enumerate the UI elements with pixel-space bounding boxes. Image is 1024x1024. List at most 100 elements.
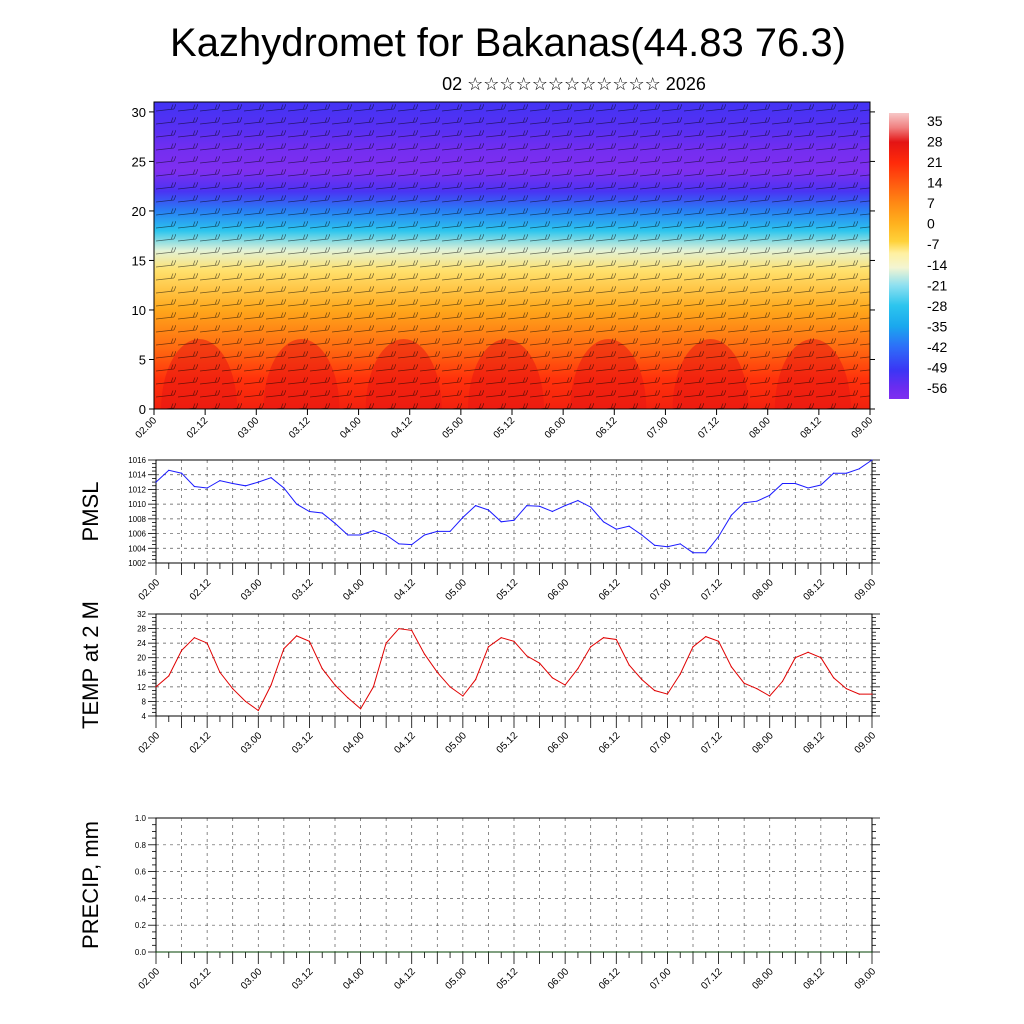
- y-tick-label: 10: [132, 303, 146, 318]
- data-point: [487, 509, 490, 511]
- y-tick-label: 24: [137, 639, 146, 648]
- y-tick-label: 0.2: [135, 921, 147, 930]
- x-tick-label: 03.00: [239, 577, 265, 603]
- data-point: [590, 506, 592, 508]
- data-point: [628, 525, 630, 527]
- y-tick-label: 32: [137, 610, 146, 619]
- y-tick-label: 4: [142, 712, 147, 721]
- y-tick-label: 16: [137, 668, 146, 677]
- x-tick-label: 06.00: [546, 730, 572, 756]
- data-point: [283, 648, 285, 650]
- data-point: [423, 534, 426, 536]
- x-tick-label: 02.12: [188, 966, 214, 992]
- data-point: [781, 680, 784, 682]
- y-tick-label: 15: [132, 253, 146, 268]
- data-point: [717, 640, 720, 642]
- data-point: [411, 629, 413, 631]
- data-point: [641, 534, 643, 536]
- x-tick-label: 06.00: [543, 415, 569, 441]
- data-point: [334, 522, 336, 524]
- x-tick-label: 08.12: [799, 415, 825, 441]
- x-tick-label: 04.00: [338, 415, 364, 441]
- colorbar: 35 28 21 14 7 0 -7 -14 -21 -28 -35 -42 -49 -56: [889, 113, 947, 399]
- data-point: [411, 544, 413, 546]
- x-tick-label: 09.00: [853, 577, 879, 603]
- data-point: [180, 472, 183, 474]
- colorbar-label: -21: [927, 277, 947, 293]
- y-axis-label: PRECIP, mm: [78, 821, 103, 949]
- data-point: [232, 482, 234, 485]
- data-point: [500, 637, 502, 639]
- data-point: [705, 635, 707, 638]
- data-point: [538, 662, 541, 664]
- data-point: [475, 678, 477, 681]
- data-point: [615, 528, 617, 530]
- temperature-cross-section: 0 5 10 15 20 25 30 02.00 02.12 03.00 03.12 04.00 04…: [132, 101, 876, 441]
- colorbar-label: -7: [927, 236, 940, 252]
- x-tick-label: 05.00: [444, 730, 470, 756]
- y-tick-label: 0.6: [135, 868, 147, 877]
- y-tick-label: 5: [139, 352, 146, 367]
- y-tick-label: 0.8: [135, 841, 147, 850]
- data-point: [526, 655, 528, 657]
- y-tick-label: 0.4: [135, 894, 147, 903]
- data-point: [257, 481, 259, 483]
- x-tick-label: 03.00: [239, 966, 265, 992]
- wind-barbs-layer: [154, 102, 870, 409]
- x-tick-label: 03.12: [287, 415, 313, 441]
- y-tick-label: 28: [137, 625, 146, 634]
- data-point: [871, 951, 873, 953]
- data-point: [820, 484, 822, 486]
- x-tick-label: 02.00: [137, 577, 163, 603]
- data-point: [513, 519, 515, 521]
- x-tick-label: 09.00: [853, 966, 879, 992]
- x-tick-label: 08.12: [802, 966, 828, 992]
- data-point: [206, 487, 208, 489]
- x-tick-label: 09.00: [850, 415, 876, 441]
- x-tick-label: 06.00: [546, 577, 572, 603]
- data-point: [423, 653, 426, 655]
- data-point: [308, 640, 311, 642]
- x-tick-label: 04.00: [341, 966, 367, 992]
- data-point: [692, 646, 694, 648]
- data-point: [794, 482, 796, 485]
- data-point: [577, 499, 579, 502]
- x-tick-label: 04.00: [341, 730, 367, 756]
- data-point: [462, 516, 464, 518]
- data-point: [538, 505, 541, 507]
- x-tick-label: 07.00: [648, 730, 674, 756]
- data-point: [500, 521, 502, 523]
- data-point: [193, 637, 195, 639]
- colorbar-label: 21: [927, 154, 943, 170]
- colorbar-label: -35: [927, 318, 947, 334]
- x-tick-label: 03.12: [290, 966, 316, 992]
- data-point: [833, 472, 835, 474]
- data-point: [244, 700, 247, 703]
- data-point: [679, 673, 681, 675]
- x-tick-label: 05.12: [492, 415, 518, 441]
- data-point: [398, 627, 400, 630]
- data-point: [833, 677, 835, 679]
- data-point: [602, 521, 605, 523]
- data-point: [232, 688, 234, 690]
- data-point: [436, 671, 438, 673]
- data-point: [730, 666, 732, 668]
- y-tick-label: 1006: [128, 530, 146, 539]
- x-tick-label: 06.12: [597, 966, 623, 992]
- data-point: [168, 469, 170, 471]
- x-tick-label: 06.12: [597, 730, 623, 756]
- data-point: [743, 502, 745, 504]
- y-tick-label: 1012: [128, 485, 146, 494]
- data-point: [462, 695, 464, 697]
- y-tick-label: 0.0: [135, 948, 147, 957]
- data-point: [730, 514, 732, 516]
- data-point: [871, 693, 873, 695]
- data-point: [334, 684, 336, 686]
- colorbar-label: 7: [927, 195, 935, 211]
- x-tick-label: 04.00: [341, 577, 367, 603]
- x-tick-label: 05.12: [495, 730, 521, 756]
- data-point: [475, 505, 477, 507]
- data-point: [219, 480, 221, 482]
- x-tick-label: 02.00: [134, 415, 160, 441]
